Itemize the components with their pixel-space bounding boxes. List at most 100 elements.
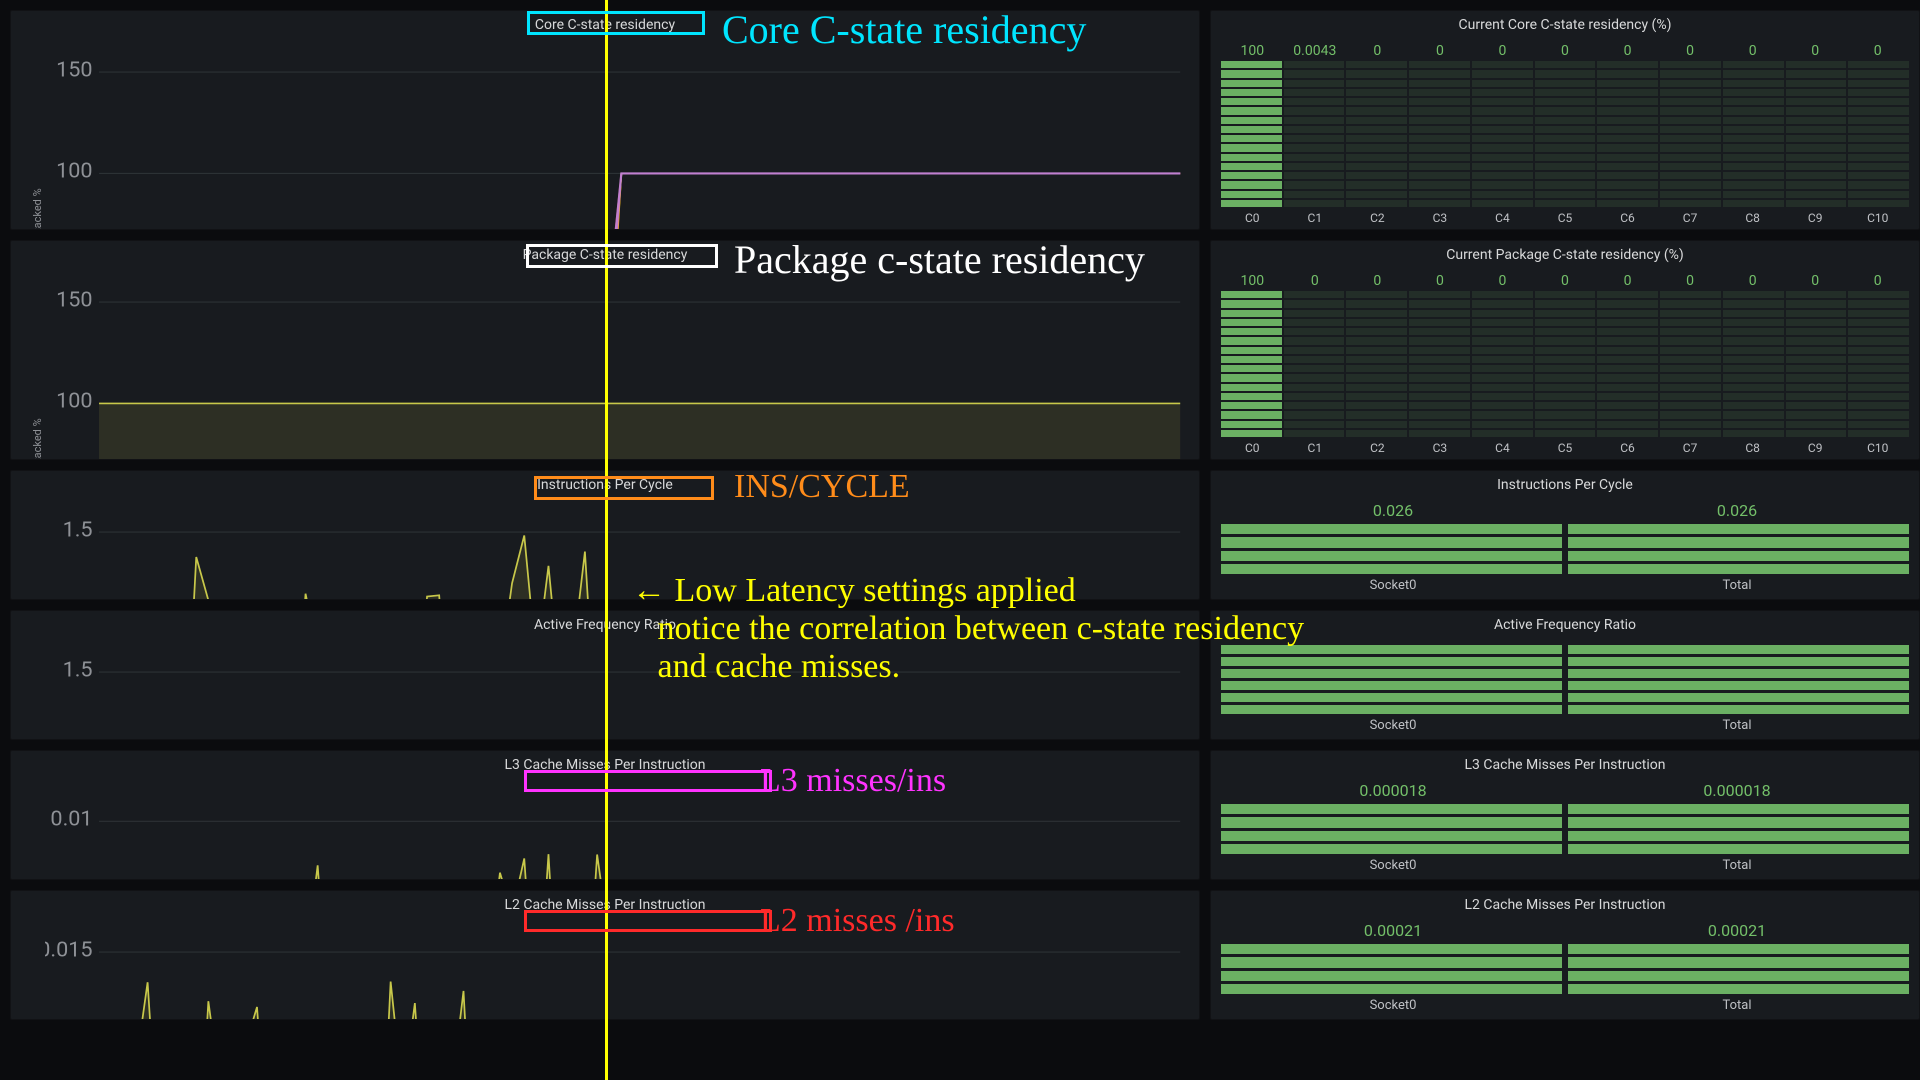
plot-area[interactable]: L3 MPI 00.00250.0050.00750.01 <box>11 777 1199 880</box>
bar-cell <box>1472 393 1533 400</box>
bar-cell <box>1221 402 1282 409</box>
stat-panel[interactable]: Active Frequency Ratio Socket0Total <box>1210 610 1920 740</box>
bar-cell <box>1660 393 1721 400</box>
bar-cell <box>1723 347 1784 354</box>
bar-category: C5 <box>1534 211 1597 225</box>
svg-text:0.01: 0.01 <box>50 807 92 832</box>
bar-cell <box>1221 107 1282 114</box>
bar-cell <box>1660 200 1721 207</box>
plot-area[interactable]: stacked % 050100150 <box>11 267 1199 460</box>
bar-cell <box>1535 300 1596 307</box>
bar-cell <box>1346 117 1407 124</box>
timeseries-panel[interactable]: Active Frequency Ratio AFREQ 00.511.5 13… <box>10 610 1200 740</box>
bar-cell <box>1221 681 1562 690</box>
bar-cell <box>1660 347 1721 354</box>
bar-cell <box>1409 319 1470 326</box>
timeseries-panel[interactable]: Package C-state residency stacked % 0501… <box>10 240 1200 460</box>
bar-cell <box>1568 657 1909 666</box>
bar-cell <box>1786 163 1847 170</box>
bar-cell <box>1535 117 1596 124</box>
bar-cell <box>1723 172 1784 179</box>
bar-cell <box>1346 430 1407 437</box>
bar-panel[interactable]: Current Core C-state residency (%) 1000.… <box>1210 10 1920 230</box>
bar-cell <box>1848 163 1909 170</box>
bar-cell <box>1346 89 1407 96</box>
bar-cell <box>1221 154 1282 161</box>
bar-cell <box>1568 693 1909 702</box>
bar-cell <box>1660 421 1721 428</box>
bar-cell <box>1660 117 1721 124</box>
bar-category: C3 <box>1409 441 1472 455</box>
bar-cell <box>1472 126 1533 133</box>
bar-cell <box>1660 319 1721 326</box>
bar-cell <box>1535 89 1596 96</box>
bar-cell <box>1848 430 1909 437</box>
timeseries-panel[interactable]: L3 Cache Misses Per Instruction L3 MPI 0… <box>10 750 1200 880</box>
stat-panel[interactable]: L3 Cache Misses Per Instruction 0.000018… <box>1210 750 1920 880</box>
bar-cell <box>1472 163 1533 170</box>
stat-panel[interactable]: L2 Cache Misses Per Instruction 0.000210… <box>1210 890 1920 1020</box>
bar-cell <box>1660 89 1721 96</box>
bar-value: 0 <box>1346 43 1409 59</box>
bar-cell <box>1284 98 1345 105</box>
bar-cell <box>1409 98 1470 105</box>
bar-cell <box>1221 181 1282 188</box>
bar-cell <box>1472 328 1533 335</box>
plot-area[interactable]: stacked % 050100150 <box>11 37 1199 230</box>
panel-title: Instructions Per Cycle <box>11 471 1199 497</box>
bar-category: C0 <box>1221 441 1284 455</box>
bar-category: C6 <box>1596 441 1659 455</box>
bar-cell <box>1472 337 1533 344</box>
bar-cell <box>1221 172 1282 179</box>
bar-cell <box>1786 328 1847 335</box>
bar-cell <box>1786 291 1847 298</box>
bar-cell <box>1472 172 1533 179</box>
bar-cell <box>1409 163 1470 170</box>
bar-cell <box>1284 300 1345 307</box>
bar-cell <box>1409 365 1470 372</box>
bar-cell <box>1848 154 1909 161</box>
svg-text:1.5: 1.5 <box>63 657 93 682</box>
stat-panel[interactable]: Instructions Per Cycle 0.0260.026 Socket… <box>1210 470 1920 600</box>
bar-cell <box>1472 70 1533 77</box>
bar-cell <box>1723 126 1784 133</box>
bar-cell <box>1284 384 1345 391</box>
bar-cell <box>1409 421 1470 428</box>
bar-cell <box>1848 291 1909 298</box>
bar-cell <box>1786 300 1847 307</box>
bar-cell <box>1660 310 1721 317</box>
panel-title: Current Package C-state residency (%) <box>1211 241 1919 267</box>
bar-cell <box>1786 310 1847 317</box>
bar-cell <box>1786 365 1847 372</box>
bar-cell <box>1723 135 1784 142</box>
bar-cell <box>1284 181 1345 188</box>
bar-cell <box>1786 430 1847 437</box>
bar-cell <box>1221 89 1282 96</box>
bar-cell <box>1409 384 1470 391</box>
bar-cell <box>1660 328 1721 335</box>
bar-value: 0 <box>1659 43 1722 59</box>
bar-cell <box>1472 191 1533 198</box>
bar-cell <box>1535 200 1596 207</box>
bar-cell <box>1409 411 1470 418</box>
bar-cell <box>1568 844 1909 854</box>
bar-cell <box>1848 80 1909 87</box>
bar-cell <box>1221 564 1562 574</box>
bar-category: C2 <box>1346 441 1409 455</box>
plot-area[interactable]: L2 MPI 00.0050.010.015 <box>11 917 1199 1020</box>
bar-cell <box>1597 356 1658 363</box>
bar-cell <box>1409 135 1470 142</box>
plot-area[interactable]: AFREQ 00.511.5 <box>11 637 1199 740</box>
bar-cell <box>1346 319 1407 326</box>
bar-cell <box>1284 172 1345 179</box>
timeseries-panel[interactable]: Core C-state residency stacked % 0501001… <box>10 10 1200 230</box>
plot-area[interactable]: IPC 00.511.5 <box>11 497 1199 600</box>
bar-panel[interactable]: Current Package C-state residency (%) 10… <box>1210 240 1920 460</box>
bar-cell <box>1409 107 1470 114</box>
svg-text:150: 150 <box>56 57 92 82</box>
timeseries-panel[interactable]: Instructions Per Cycle IPC 00.511.5 13:2… <box>10 470 1200 600</box>
bar-cell <box>1848 117 1909 124</box>
bar-cell <box>1660 154 1721 161</box>
timeseries-panel[interactable]: L2 Cache Misses Per Instruction L2 MPI 0… <box>10 890 1200 1020</box>
bar-cell <box>1723 154 1784 161</box>
